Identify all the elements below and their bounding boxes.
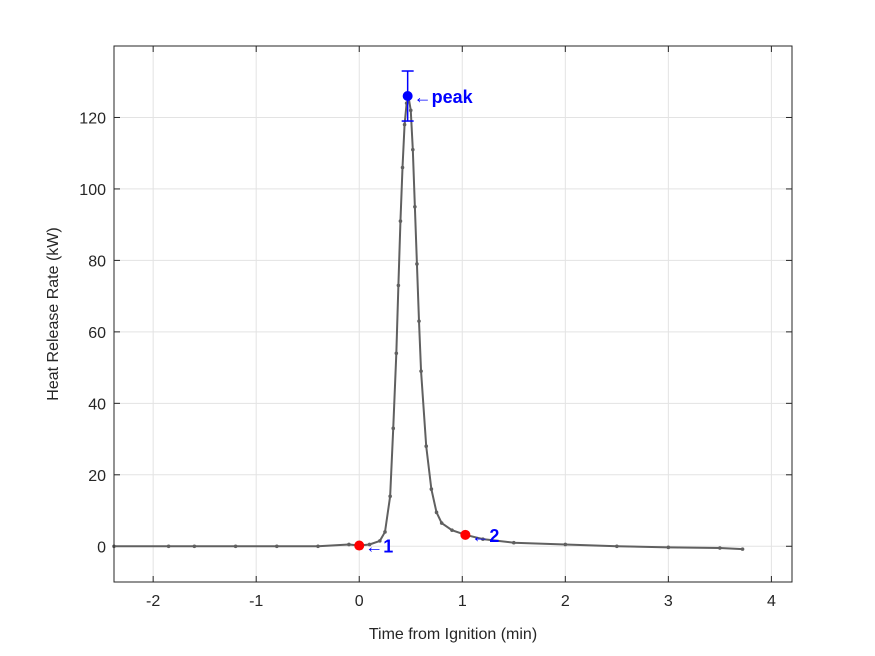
- data-point: [411, 147, 415, 152]
- data-point: [388, 494, 392, 499]
- x-tick-label: -1: [249, 593, 263, 610]
- data-point: [718, 546, 722, 550]
- data-point: [419, 369, 423, 373]
- y-tick-label: 60: [88, 325, 106, 342]
- x-tick-label: 1: [458, 593, 467, 610]
- x-tick-label: 3: [664, 593, 673, 610]
- y-axis-label: Heat Release Rate (kW): [45, 227, 62, 400]
- data-point: [424, 444, 429, 449]
- data-point: [367, 542, 372, 547]
- x-tick-label: 2: [561, 593, 570, 610]
- marker-2: [460, 529, 471, 540]
- x-tick-label: -2: [146, 593, 160, 610]
- data-point: [439, 521, 444, 525]
- data-point: [233, 544, 238, 549]
- data-point: [415, 262, 419, 266]
- data-point: [347, 542, 351, 547]
- marker-peak: [402, 91, 413, 102]
- x-axis-label: Time from Ignition (min): [369, 626, 537, 643]
- data-point: [394, 351, 399, 356]
- peak-annotation: ←peak: [414, 87, 474, 107]
- x-tick-label: 4: [767, 593, 776, 610]
- data-point: [400, 165, 405, 170]
- y-tick-label: 0: [97, 539, 106, 556]
- data-point: [192, 544, 197, 549]
- plot-area-border: [113, 45, 793, 583]
- data-point: [316, 544, 320, 549]
- data-point: [378, 539, 382, 543]
- data-point: [166, 544, 171, 549]
- marker-1: [354, 540, 365, 551]
- x-tick-label: 0: [355, 593, 364, 610]
- data-point: [666, 545, 671, 550]
- grid-lines: [114, 46, 792, 582]
- data-point: [511, 540, 516, 545]
- data-point: [408, 108, 413, 113]
- data-point: [563, 542, 568, 547]
- data-point: [417, 319, 421, 323]
- y-tick-label: 20: [88, 468, 106, 485]
- data-point: [740, 547, 745, 551]
- data-point: [413, 205, 417, 209]
- marker-2-annotation: ←2: [471, 526, 499, 546]
- y-tick-label: 100: [79, 182, 106, 199]
- y-tick-label: 40: [88, 396, 106, 413]
- marker-1-annotation: ←1: [365, 537, 393, 557]
- data-point: [402, 122, 407, 127]
- data-point: [615, 544, 619, 549]
- annotated-markers: [354, 70, 471, 551]
- data-point: [396, 283, 401, 288]
- heat-release-line: [114, 94, 743, 551]
- data-point: [481, 537, 485, 541]
- data-point: [429, 487, 434, 491]
- data-point: [275, 544, 279, 549]
- data-point: [434, 510, 439, 515]
- y-tick-label: 120: [79, 110, 106, 127]
- data-point: [398, 219, 403, 223]
- data-point: [450, 528, 454, 532]
- data-point: [391, 426, 396, 431]
- data-series: [112, 94, 745, 551]
- y-tick-label: 80: [88, 253, 106, 270]
- data-point: [383, 530, 387, 534]
